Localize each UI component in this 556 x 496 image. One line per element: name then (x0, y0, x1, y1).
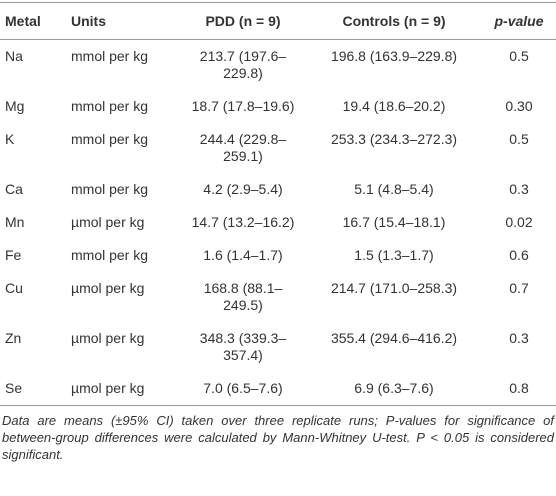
table-cell: mmol per kg (71, 131, 149, 147)
table-cell: 0.3 (509, 330, 529, 346)
table-cell: Cu (5, 280, 23, 296)
table-row: Mg mmol per kg 18.7 (17.8–19.6) 19.4 (18.6–… (0, 90, 556, 123)
table-cell: 0.8 (482, 372, 556, 406)
table-cell: mmol per kg (71, 98, 149, 114)
column-header: Metal (0, 2, 63, 40)
table-row: Fe mmol per kg 1.6 (1.4–1.7) 1.5 (1.3–1.7) 0… (0, 239, 556, 272)
header-row: Metal Units PDD (n = 9) Controls (n = 9) p-v… (0, 2, 556, 40)
table-cell: 19.4 (18.6–20.2) (342, 98, 446, 114)
table-cell: 1.5 (1.3–1.7) (354, 247, 434, 263)
table-cell: mmol per kg (71, 247, 149, 263)
table-cell: 0.6 (509, 247, 529, 263)
table-header: Metal Units PDD (n = 9) Controls (n = 9) p-v… (0, 2, 556, 40)
table-cell: 0.30 (505, 98, 533, 114)
table-cell: 7.0 (6.5–7.6) (180, 372, 306, 406)
table-cell: 6.9 (6.3–7.6) (306, 372, 482, 406)
footnote: Data are means (±95% CI) taken over thre… (2, 413, 554, 462)
table-row: Mn µmol per kg 14.7 (13.2–16.2) 16.7 (15.4–… (0, 206, 556, 239)
table-cell: 5.1 (4.8–5.4) (354, 181, 434, 197)
table-cell: 0.02 (505, 214, 533, 230)
table-row: Se µmol per kg 7.0 (6.5–7.6) 6.9 (6.3–7.6) 0… (0, 372, 556, 406)
table-cell: 0.7 (509, 280, 529, 296)
table-cell: 4.2 (2.9–5.4) (203, 181, 283, 197)
table-cell: 0.3 (509, 181, 529, 197)
table-cell: Fe (5, 247, 22, 263)
table-cell: 348.3 (339.3–357.4) (199, 330, 287, 363)
table-cell: Se (0, 372, 63, 406)
table-row: Ca mmol per kg 4.2 (2.9–5.4) 5.1 (4.8–5.4) 0… (0, 173, 556, 206)
table-cell: 213.7 (197.6–229.8) (199, 48, 287, 81)
table-cell: 168.8 (88.1–249.5) (203, 280, 283, 313)
table-cell: Na (5, 48, 23, 64)
table-cell: 0.5 (509, 131, 529, 147)
column-header: PDD (n = 9) (180, 2, 306, 40)
table-cell: Zn (5, 330, 22, 346)
table-cell: µmol per kg (71, 330, 145, 346)
table-cell: mmol per kg (71, 48, 149, 64)
table-cell: µmol per kg (71, 214, 145, 230)
table-row: Na mmol per kg 213.7 (197.6–229.8) 196.8 (1… (0, 40, 556, 91)
table-cell: 18.7 (17.8–19.6) (191, 98, 295, 114)
column-header: Units (63, 2, 180, 40)
table-cell: 355.4 (294.6–416.2) (330, 330, 458, 346)
table-cell: 214.7 (171.0–258.3) (330, 280, 458, 296)
table-cell: 253.3 (234.3–272.3) (330, 131, 458, 147)
table-cell: 0.5 (509, 48, 529, 64)
table-cell: Mn (5, 214, 25, 230)
table-cell: mmol per kg (71, 181, 149, 197)
table-row: Zn µmol per kg 348.3 (339.3–357.4) 355.4 (2… (0, 322, 556, 372)
table-cell: 196.8 (163.9–229.8) (330, 48, 458, 64)
column-header: Controls (n = 9) (306, 2, 482, 40)
table-cell: 244.4 (229.8–259.1) (199, 131, 287, 164)
table-cell: Mg (5, 98, 25, 114)
data-table: Metal Units PDD (n = 9) Controls (n = 9) p-v… (0, 2, 556, 406)
table-body: Na mmol per kg 213.7 (197.6–229.8) 196.8 (1… (0, 40, 556, 406)
table-cell: 1.6 (1.4–1.7) (203, 247, 283, 263)
table-cell: Ca (5, 181, 23, 197)
table-cell: µmol per kg (71, 280, 145, 296)
table-row: Cu µmol per kg 168.8 (88.1–249.5) 214.7 (17… (0, 272, 556, 322)
table-cell: 14.7 (13.2–16.2) (191, 214, 295, 230)
column-header: p-value (482, 2, 556, 40)
table-cell: 16.7 (15.4–18.1) (342, 214, 446, 230)
table-cell: µmol per kg (63, 372, 180, 406)
table-cell: K (5, 131, 15, 147)
